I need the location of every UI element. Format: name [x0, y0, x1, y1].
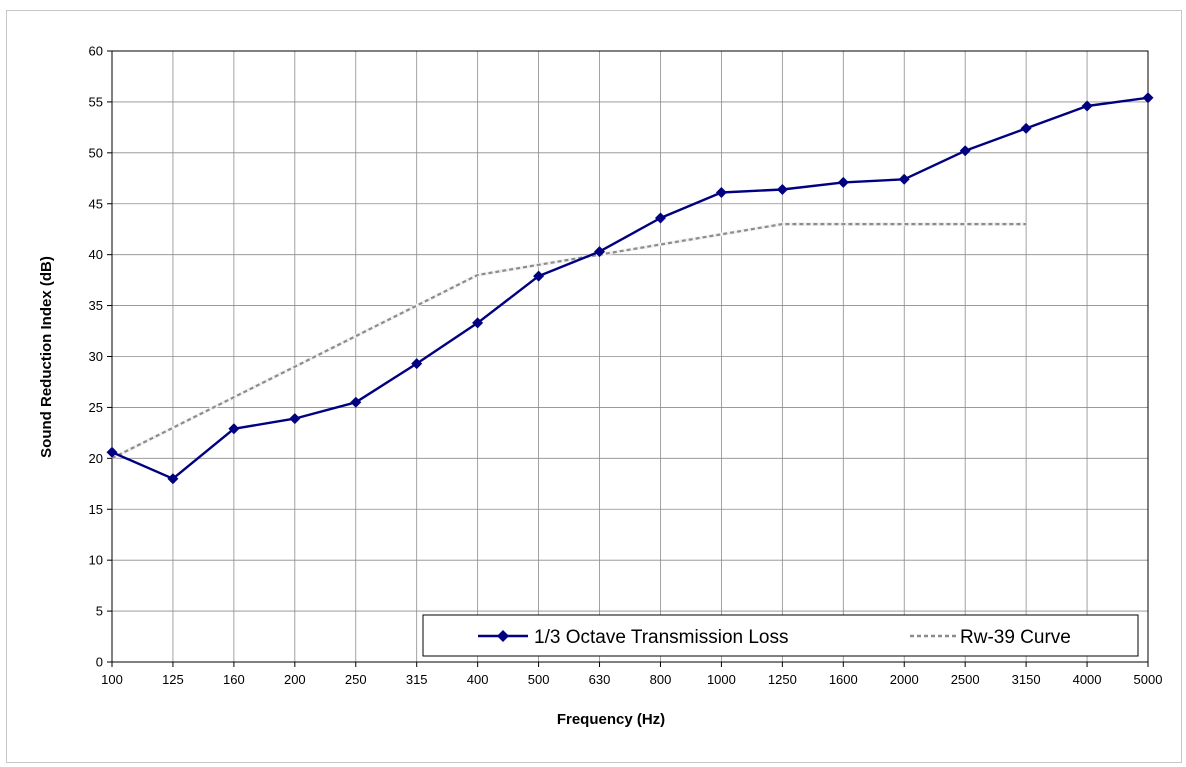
data-point-transmission-loss — [655, 212, 666, 224]
x-tick-label: 2000 — [890, 672, 919, 687]
x-tick-label: 800 — [650, 672, 672, 687]
x-tick-label: 200 — [284, 672, 306, 687]
data-point-transmission-loss — [1142, 92, 1154, 104]
x-tick-label: 4000 — [1073, 672, 1102, 687]
series — [106, 92, 1154, 485]
x-tick-label: 1250 — [768, 672, 797, 687]
series-line-rw-39 — [111, 223, 1027, 460]
data-point-transmission-loss — [472, 317, 484, 329]
grid — [112, 51, 1148, 662]
y-tick-label: 60 — [89, 44, 103, 59]
data-point-transmission-loss — [350, 396, 362, 408]
y-tick-label: 20 — [89, 451, 103, 466]
data-point-transmission-loss — [959, 145, 971, 157]
x-tick-label: 500 — [528, 672, 550, 687]
x-tick-label: 2500 — [951, 672, 980, 687]
data-point-transmission-loss — [533, 270, 545, 282]
x-tick-label: 160 — [223, 672, 245, 687]
y-axis-title: Sound Reduction Index (dB) — [38, 256, 55, 458]
y-tick-label: 30 — [89, 349, 103, 364]
data-point-transmission-loss — [594, 246, 605, 258]
legend-label-rw: Rw-39 Curve — [960, 627, 1071, 648]
data-point-transmission-loss — [715, 187, 727, 198]
y-tick-label: 25 — [89, 400, 103, 415]
data-point-transmission-loss — [106, 446, 118, 458]
y-tick-label: 15 — [89, 502, 103, 517]
y-tick-label: 5 — [96, 604, 103, 619]
y-tick-label: 35 — [89, 298, 103, 313]
x-tick-label: 630 — [589, 672, 611, 687]
legend-label-tl: 1/3 Octave Transmission Loss — [534, 627, 789, 648]
y-axis: 0 5 10 15 20 25 30 35 40 45 50 55 60 — [89, 44, 112, 670]
data-point-transmission-loss — [837, 176, 849, 188]
x-tick-label: 250 — [345, 672, 367, 687]
x-tick-label: 125 — [162, 672, 184, 687]
x-tick-label: 315 — [406, 672, 428, 687]
x-tick-label: 1000 — [707, 672, 736, 687]
x-tick-label: 400 — [467, 672, 489, 687]
y-tick-label: 55 — [89, 94, 103, 109]
legend: 1/3 Octave Transmission Loss Rw-39 Curve — [422, 614, 1139, 657]
data-point-transmission-loss — [411, 358, 423, 370]
x-tick-label: 100 — [101, 672, 123, 687]
data-point-transmission-loss — [1081, 100, 1093, 112]
data-point-transmission-loss — [167, 473, 179, 485]
data-point-transmission-loss — [289, 413, 301, 425]
y-tick-label: 50 — [89, 145, 103, 160]
y-tick-label: 10 — [89, 553, 103, 568]
legend-marker-tl — [497, 630, 509, 642]
data-point-transmission-loss — [228, 423, 240, 435]
x-tick-label: 1600 — [829, 672, 858, 687]
series-line-transmission-loss — [111, 96, 1149, 480]
y-tick-label: 0 — [96, 655, 103, 670]
x-tick-label: 3150 — [1012, 672, 1041, 687]
x-axis: 100 125 160 200 250 315 400 500 630 800 1000 1250 16… — [101, 662, 1162, 687]
x-axis-title: Frequency (Hz) — [557, 711, 665, 728]
data-point-transmission-loss — [1020, 122, 1032, 134]
x-tick-label: 5000 — [1134, 672, 1163, 687]
y-tick-label: 40 — [89, 247, 103, 262]
y-tick-label: 45 — [89, 196, 103, 211]
data-point-transmission-loss — [898, 173, 910, 185]
legend-box — [422, 614, 1139, 657]
data-point-transmission-loss — [776, 184, 788, 195]
